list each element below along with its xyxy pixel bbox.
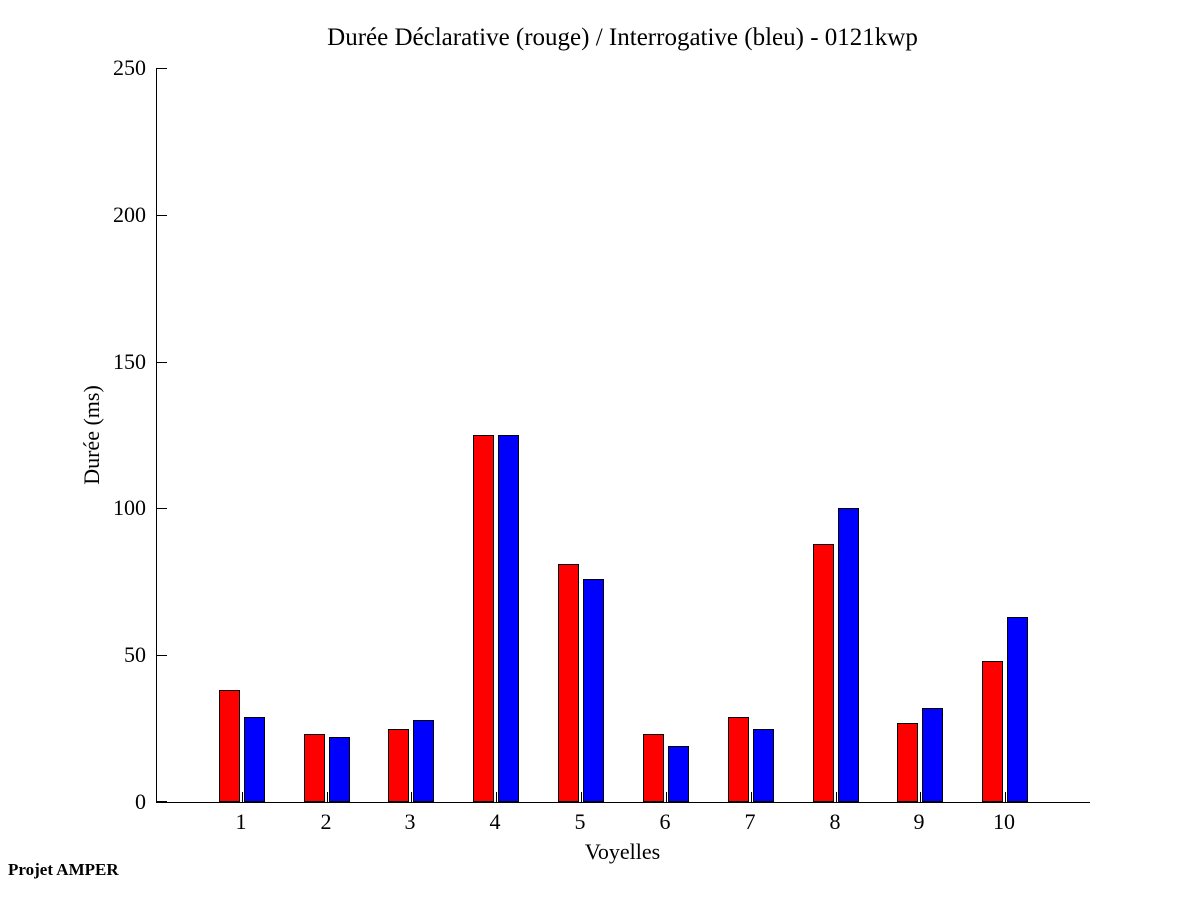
y-tick-label: 0	[135, 789, 146, 814]
bar-declarative-8	[813, 544, 834, 802]
x-tick-label: 5	[574, 809, 586, 834]
x-tick	[1005, 792, 1006, 802]
x-tick-label: 9	[913, 809, 925, 834]
y-tick-label: 150	[113, 349, 146, 374]
x-tick	[411, 792, 412, 802]
bar-interrogative-1	[244, 717, 265, 802]
y-tick-label: 50	[124, 642, 146, 667]
bar-declarative-2	[304, 734, 325, 802]
bar-declarative-5	[558, 564, 579, 802]
y-tick	[157, 801, 167, 802]
bar-interrogative-4	[498, 435, 519, 802]
bar-interrogative-7	[753, 729, 774, 802]
x-tick-label: 3	[404, 809, 416, 834]
x-tick	[581, 792, 582, 802]
y-tick-label: 250	[113, 55, 146, 80]
chart-title: Durée Déclarative (rouge) / Interrogativ…	[327, 24, 918, 51]
y-tick	[157, 215, 167, 216]
x-tick	[666, 792, 667, 802]
y-tick-label: 100	[113, 495, 146, 520]
bar-declarative-10	[982, 661, 1003, 802]
y-tick-label: 200	[113, 202, 146, 227]
y-axis-label: Durée (ms)	[79, 385, 104, 485]
x-tick	[242, 792, 243, 802]
y-tick	[157, 362, 167, 363]
bar-interrogative-6	[668, 746, 689, 802]
bar-declarative-9	[897, 723, 918, 802]
bar-interrogative-2	[329, 737, 350, 802]
x-tick	[496, 792, 497, 802]
x-tick	[836, 792, 837, 802]
bar-declarative-4	[473, 435, 494, 802]
x-tick-label: 2	[320, 809, 332, 834]
x-tick-label: 8	[829, 809, 841, 834]
bar-interrogative-3	[413, 720, 434, 802]
x-tick-label: 4	[489, 809, 501, 834]
y-tick	[157, 68, 167, 69]
bar-interrogative-8	[838, 508, 859, 802]
project-footer: Projet AMPER	[8, 860, 119, 879]
plot-area	[156, 68, 1090, 803]
x-tick-label: 1	[235, 809, 247, 834]
x-tick-label: 7	[744, 809, 756, 834]
x-tick-label: 10	[993, 809, 1015, 834]
y-tick	[157, 655, 167, 656]
bar-declarative-7	[728, 717, 749, 802]
bar-interrogative-10	[1007, 617, 1028, 802]
bar-declarative-3	[388, 729, 409, 802]
bar-interrogative-9	[922, 708, 943, 802]
y-tick	[157, 508, 167, 509]
bar-interrogative-5	[583, 579, 604, 802]
x-tick	[751, 792, 752, 802]
x-axis-label: Voyelles	[584, 839, 661, 864]
x-tick	[327, 792, 328, 802]
x-tick-label: 6	[659, 809, 671, 834]
bar-declarative-6	[643, 734, 664, 802]
x-tick	[920, 792, 921, 802]
bar-declarative-1	[219, 690, 240, 802]
